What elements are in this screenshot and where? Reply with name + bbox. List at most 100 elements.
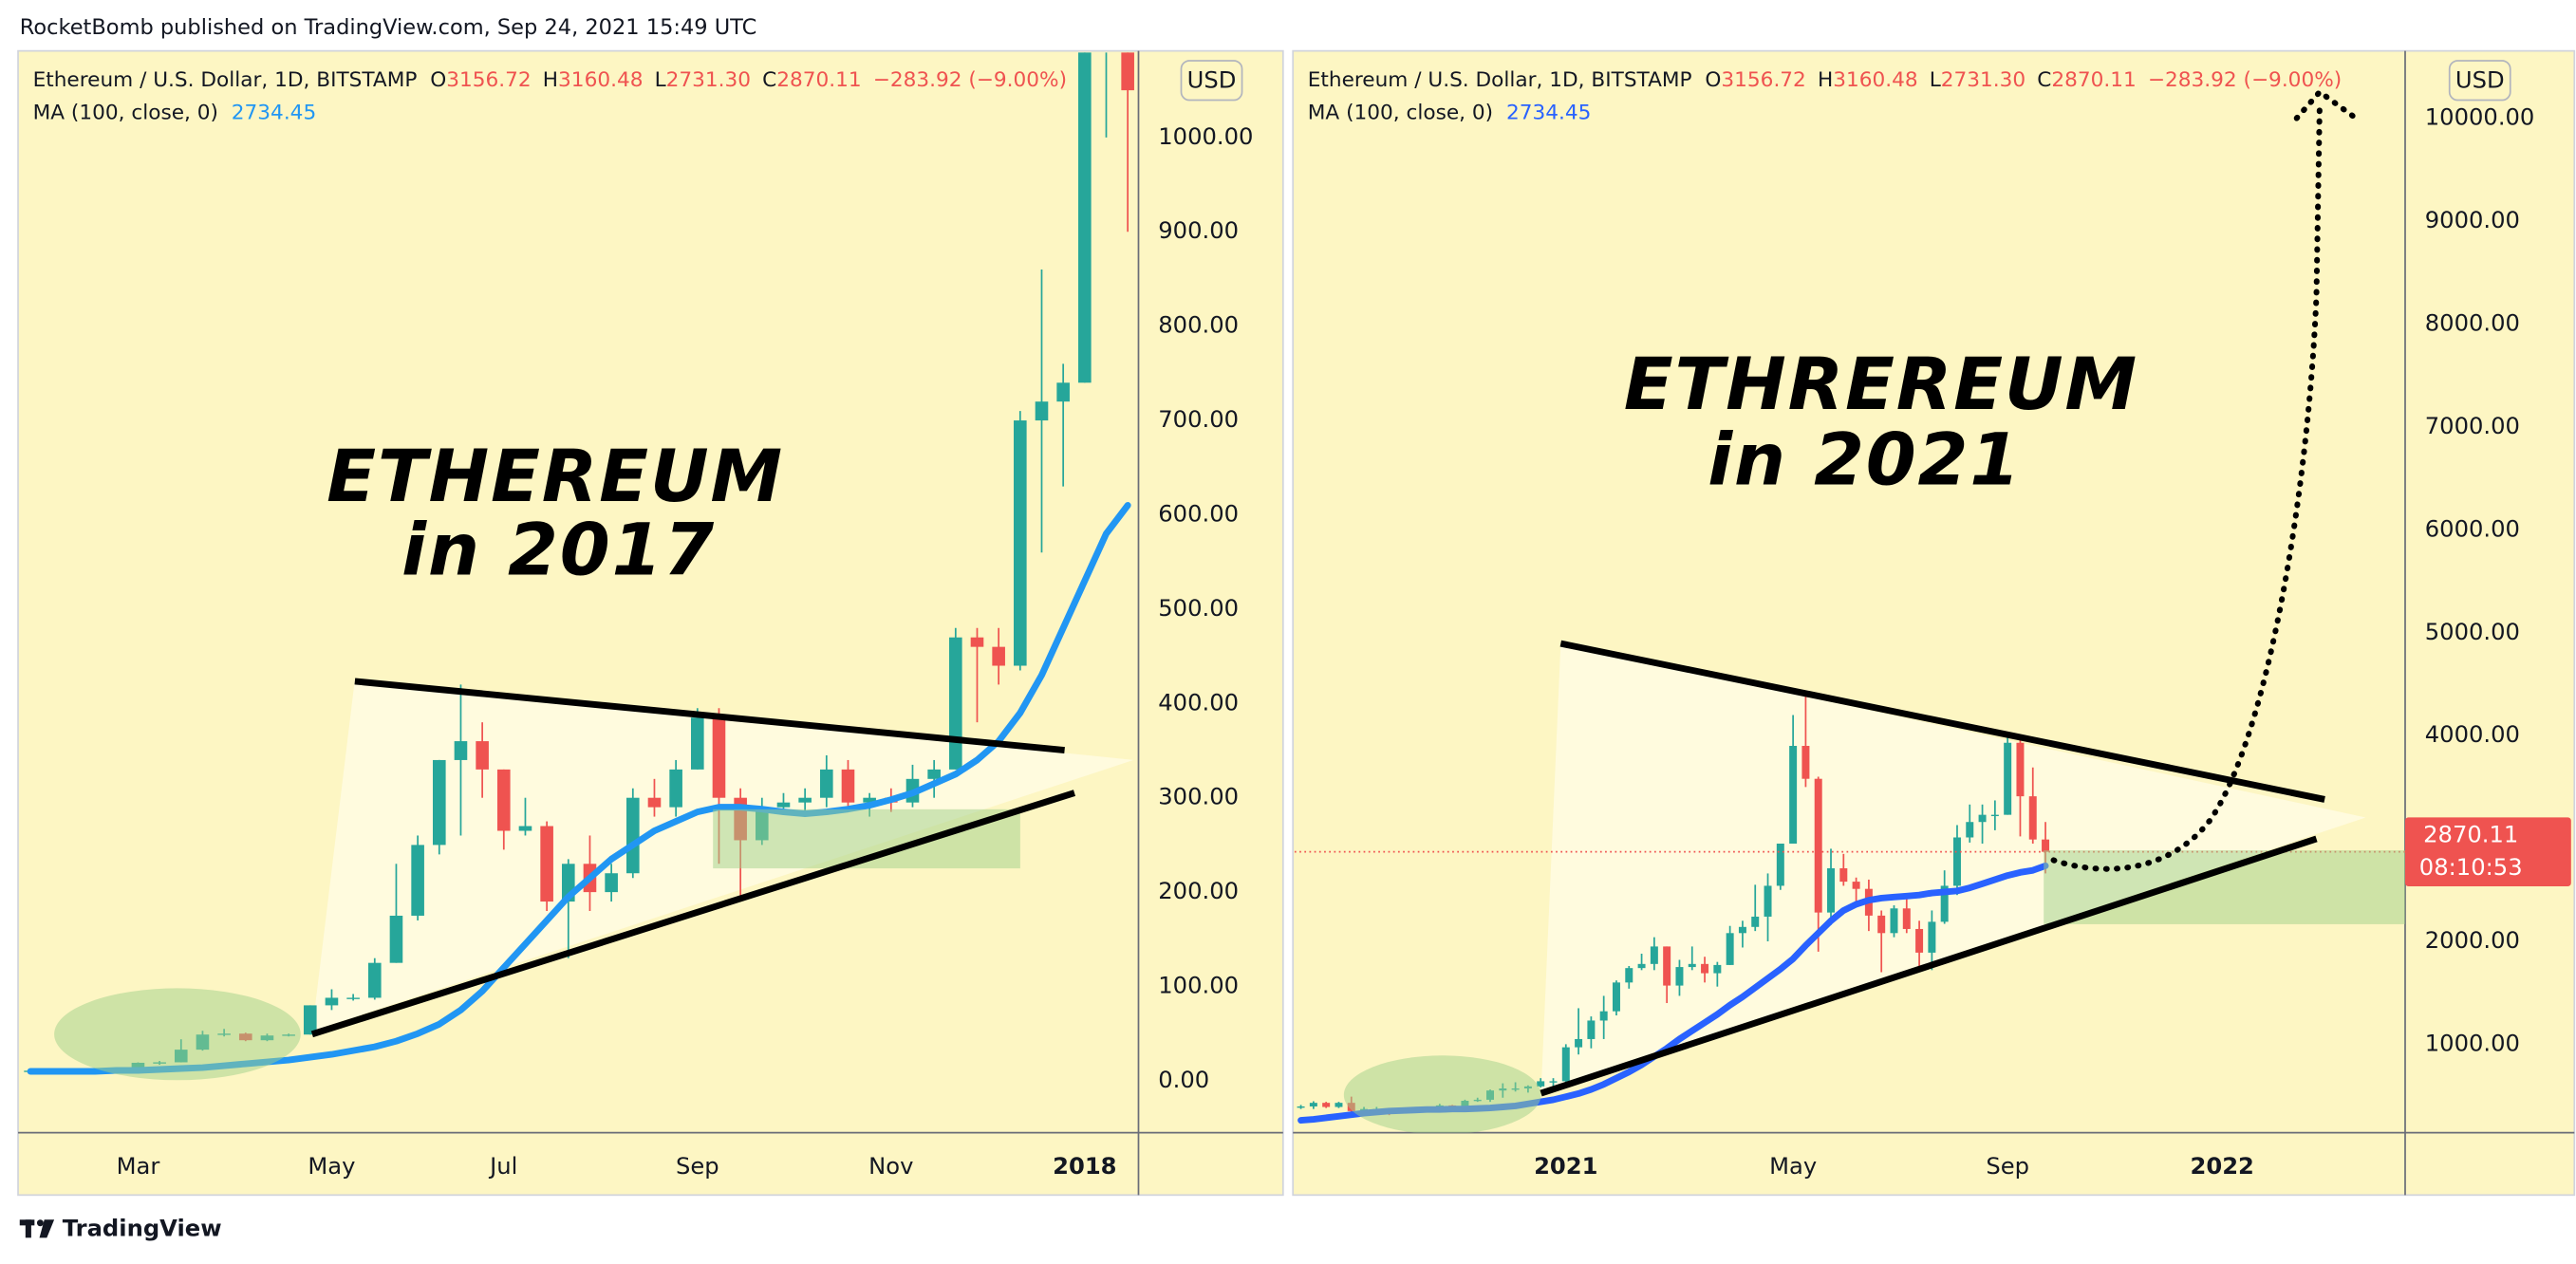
legend-key: H [543, 68, 558, 92]
trend-line [354, 678, 1065, 753]
candle-body [1801, 746, 1810, 779]
panel [1292, 49, 2576, 1197]
candle-body [432, 759, 446, 846]
x-tick-label: May [308, 1153, 355, 1180]
candle-body [691, 717, 704, 770]
x-tick-label: 2018 [1053, 1153, 1116, 1180]
candle-body [1537, 1081, 1545, 1087]
legend-line: MA (100, close, 0) 2734.45 [1308, 101, 1592, 124]
candle-body [1688, 963, 1696, 968]
currency-label[interactable]: USD [1187, 67, 1237, 94]
footer-logo [19, 1219, 55, 1238]
candle-body [1014, 420, 1027, 666]
y-tick-label: 6000.00 [2425, 515, 2520, 542]
legend-line: Ethereum / U.S. Dollar, 1D, BITSTAMP O315… [1308, 68, 2342, 92]
candle-body [1561, 1047, 1570, 1082]
candle-body [2016, 742, 2025, 797]
currency-button[interactable] [1180, 60, 1243, 102]
countdown-label: 08:10:53 [2419, 854, 2523, 881]
y-tick-label: 500.00 [1158, 595, 1239, 622]
candle-body [1839, 868, 1848, 883]
y-tick-label: 5000.00 [2425, 619, 2520, 645]
legend-key: C [2037, 68, 2051, 92]
candle-body [1322, 1103, 1331, 1107]
y-tick-label: 300.00 [1158, 784, 1239, 810]
currency-label[interactable]: USD [2455, 67, 2505, 94]
last-price-label: 2870.11 [2423, 821, 2518, 847]
candle-body [1121, 52, 1134, 91]
candle-body [1575, 1038, 1583, 1048]
candle-body [411, 845, 424, 916]
candle-body [1966, 822, 1974, 838]
candle-body [1587, 1020, 1596, 1039]
legend-key: H [1818, 68, 1833, 92]
candle-body [1663, 946, 1671, 986]
candle-body [1928, 921, 1936, 953]
y-tick-label: 200.00 [1158, 878, 1239, 904]
drawings-over [54, 678, 1076, 1081]
candle-body [1814, 778, 1822, 913]
y-tick-label: 2000.00 [2425, 927, 2520, 954]
annotation: ETHREREUM [1624, 342, 2138, 426]
candle-body [1852, 882, 1860, 889]
candle-body [669, 769, 682, 808]
legend-value: 2870.11 [776, 68, 861, 92]
x-tick-label: Sep [676, 1153, 719, 1180]
currency-button[interactable] [2448, 60, 2511, 102]
candle-body [2042, 839, 2050, 852]
y-tick-label: 1000.00 [2425, 1030, 2520, 1056]
header-title: RocketBomb published on TradingView.com,… [20, 15, 757, 40]
candle-body [970, 637, 984, 647]
trend-line [1540, 835, 2318, 1097]
y-tick-label: 100.00 [1158, 973, 1239, 999]
x-tick-label: Sep [1986, 1153, 2029, 1180]
y-tick-label: 700.00 [1158, 406, 1239, 433]
y-tick-label: 800.00 [1158, 312, 1239, 339]
footer-brand: TradingView [63, 1216, 222, 1242]
candle-body [1776, 843, 1784, 886]
candle-body [1100, 0, 1113, 43]
y-tick-label: 1000.00 [1158, 123, 1253, 150]
indicator-value: 2734.45 [1506, 101, 1591, 124]
legend-change: −283.92 (−9.00%) [2148, 68, 2342, 92]
candle-body [1637, 963, 1646, 969]
candle-body [1827, 868, 1836, 913]
highlight-ellipse [54, 988, 301, 1081]
x-tick-label: Nov [868, 1153, 913, 1180]
candle-body [1726, 933, 1734, 965]
candle-body [1738, 926, 1746, 934]
candle-body [1789, 746, 1798, 844]
legend-value: 2731.30 [666, 68, 751, 92]
candle-body [1675, 967, 1684, 986]
candle-body [2028, 796, 2037, 840]
candle-body [820, 769, 833, 798]
candle-body [1902, 908, 1911, 929]
last-price-badge [2404, 817, 2571, 886]
y-tick-label: 400.00 [1158, 689, 1239, 716]
candle-body [476, 741, 489, 770]
candle-body [1940, 885, 1949, 922]
candle-body [1335, 1103, 1343, 1107]
candle-body [798, 797, 812, 803]
candle-body [367, 962, 382, 998]
legend-symbol: Ethereum / U.S. Dollar, 1D, BITSTAMP [33, 68, 418, 92]
candle-body [1990, 814, 1999, 817]
candle-body [1877, 915, 1886, 934]
legend-key: O [430, 68, 446, 92]
candle-body [325, 997, 339, 1006]
y-tick-label: 9000.00 [2425, 207, 2520, 233]
candle-body [303, 1005, 317, 1035]
y-tick-label: 600.00 [1158, 500, 1239, 527]
indicator-name: MA (100, close, 0) [1308, 101, 1493, 124]
candle-body [454, 741, 468, 760]
x-tick-label: 2022 [2190, 1153, 2253, 1180]
legend-value: 2870.11 [2051, 68, 2136, 92]
candle-body [1599, 1011, 1608, 1021]
candle-body [1078, 52, 1092, 383]
candle-body [1978, 814, 1987, 823]
legend-value: 2731.30 [1941, 68, 2025, 92]
legend-value: 3160.48 [558, 68, 643, 92]
x-tick-label: Jul [488, 1153, 517, 1180]
y-tick-label: 900.00 [1158, 217, 1239, 244]
